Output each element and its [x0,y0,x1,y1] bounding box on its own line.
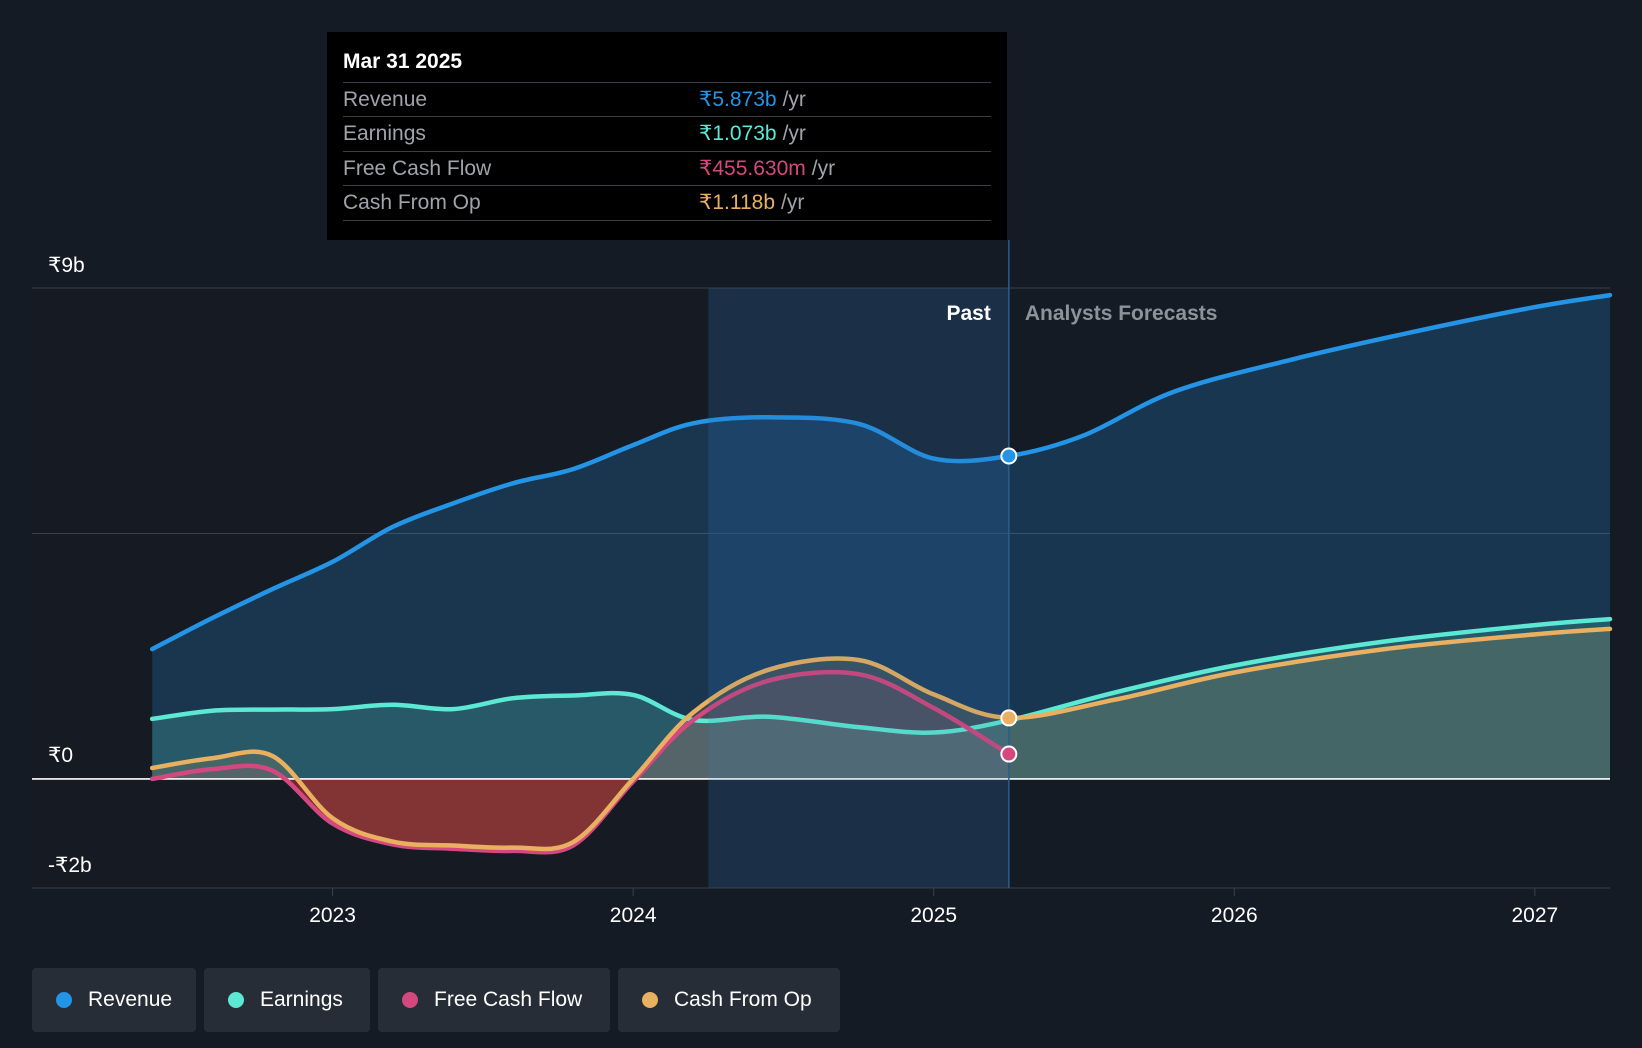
tooltip-value: ₹5.873b [699,88,777,111]
legend-label: Free Cash Flow [434,988,583,1011]
past-label: Past [946,302,990,325]
line-revenue [149,292,1613,652]
tooltip-label: Revenue [343,88,428,111]
y-tick-label: -₹2b [48,854,92,877]
x-tick-label: 2023 [309,904,356,927]
tooltip-row-cash-from-op: Cash From Op ₹1.118b/yr [343,185,991,221]
cash-from-op-dot-icon [642,992,658,1008]
tooltip-label: Free Cash Flow [343,157,492,180]
area-cash-from-op [152,628,1611,849]
tooltip: Mar 31 2025 Revenue ₹5.873b/yr Earnings … [327,32,1007,240]
legend-label: Earnings [260,988,343,1011]
legend-label: Revenue [88,988,173,1011]
highlight-overlay [708,288,1009,888]
tooltip-value: ₹1.073b [699,122,777,145]
area-revenue [152,295,1611,779]
forecast-label: Analysts Forecasts [1025,302,1218,325]
line-cash-from-op [149,626,1613,852]
line-free-cash-flow [149,669,1012,855]
marker-free-cash-flow [1000,745,1018,763]
x-tick-label: 2024 [610,904,657,927]
tooltip-unit: /yr [782,88,806,111]
earnings-dot-icon [228,992,244,1008]
y-tick-label: ₹9b [48,254,85,277]
legend-label: Cash From Op [674,988,812,1011]
negative-area [284,778,636,853]
tooltip-value: ₹1.118b [699,191,776,214]
tooltip-row-earnings: Earnings ₹1.073b/yr [343,116,991,151]
revenue-dot-icon [56,992,72,1008]
legend-item-free-cash-flow[interactable]: Free Cash Flow [378,968,610,1032]
tooltip-label: Earnings [343,122,426,145]
past-highlight-band [708,288,1009,888]
free-cash-flow-dot-icon [402,992,418,1008]
marker-cash-from-op [1000,709,1018,727]
x-tick-label: 2027 [1511,904,1558,927]
x-tick-label: 2026 [1211,904,1258,927]
tooltip-unit: /yr [781,191,805,214]
area-earnings [152,619,1611,779]
tooltip-label: Cash From Op [343,191,481,214]
past-background [32,288,709,888]
tooltip-row-free-cash-flow: Free Cash Flow ₹455.630m/yr [343,151,991,186]
x-tick-label: 2025 [910,904,957,927]
tooltip-value: ₹455.630m [699,157,806,180]
tooltip-row-revenue: Revenue ₹5.873b/yr [343,82,991,117]
tooltip-date: Mar 31 2025 [343,50,463,73]
tooltip-unit: /yr [782,122,806,145]
legend-item-earnings[interactable]: Earnings [204,968,370,1032]
marker-revenue [1000,447,1018,465]
line-earnings [149,616,1613,735]
y-tick-label: ₹0 [48,744,73,767]
legend-item-revenue[interactable]: Revenue [32,968,196,1032]
legend-item-cash-from-op[interactable]: Cash From Op [618,968,840,1032]
tooltip-unit: /yr [811,157,836,180]
